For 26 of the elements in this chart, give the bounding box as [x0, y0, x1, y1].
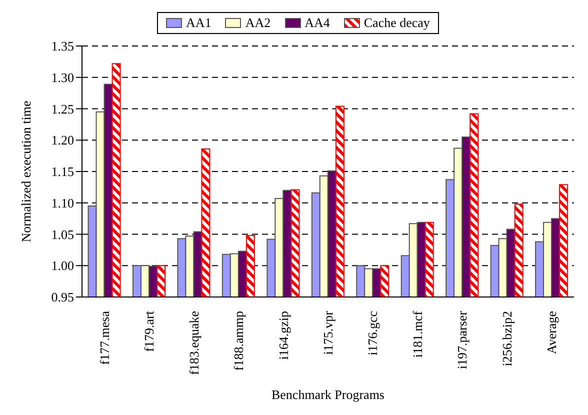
legend-label: AA1	[185, 15, 212, 31]
x-tick-label: f188.ammp	[231, 311, 246, 371]
y-tick-label: 1.20	[51, 132, 74, 148]
y-tick-label: 1.00	[51, 258, 74, 274]
x-tick-label: i164.gzip	[276, 311, 291, 360]
y-tick-label: 1.05	[51, 226, 74, 242]
x-axis-title: Benchmark Programs	[271, 387, 385, 402]
legend-label: Cache decay	[362, 15, 430, 31]
x-tick-label: i175.vpr	[320, 310, 336, 355]
legend-label: AA2	[244, 15, 271, 31]
x-tick-label: i256.bzip2	[499, 311, 514, 366]
x-tick-label: f183.equake	[186, 310, 202, 375]
y-tick-label: 0.95	[51, 290, 74, 305]
x-tick-label: i176.gcc	[365, 310, 380, 356]
y-tick-label: 1.25	[51, 101, 74, 116]
y-tick-label: 1.30	[51, 70, 74, 85]
x-tick-label: Average	[544, 310, 560, 354]
legend-label: AA4	[304, 15, 330, 31]
y-tick-label: 1.10	[51, 195, 74, 210]
y-tick-label: 1.15	[51, 164, 74, 180]
x-tick-label: i181.mcf	[410, 310, 425, 358]
x-tick-label: f179.art	[142, 310, 157, 352]
x-tick-label: f177.mesa	[96, 310, 112, 365]
x-tick-label: i197.parser	[454, 310, 470, 370]
y-axis-title: Normalized execution time	[18, 100, 34, 242]
y-tick-label: 1.35	[51, 38, 74, 54]
